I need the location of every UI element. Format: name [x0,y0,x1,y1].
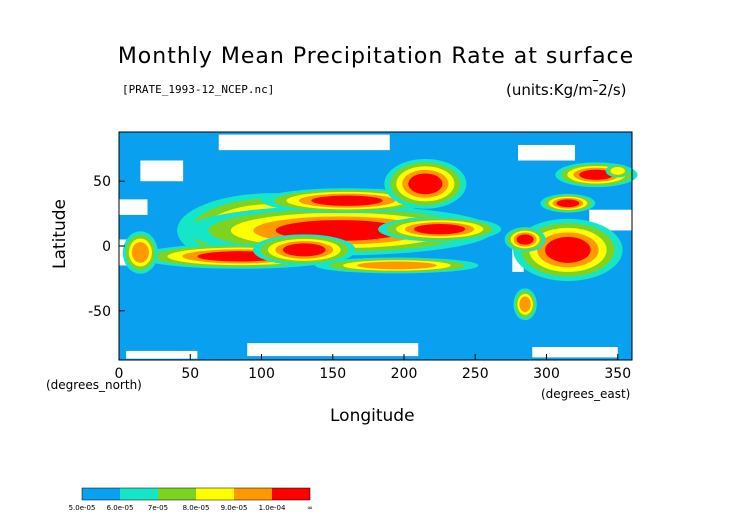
units-label: (units:Kg/m-2/s) [506,81,627,99]
precip-region [519,296,531,313]
colorbar-swatch [82,488,120,500]
y-unit-label: (degrees_north) [46,378,142,392]
x-axis: 0 50 100 150 200 250 300 350 [115,354,631,382]
x-unit-label: (degrees_east) [541,387,631,401]
colorbar-label: 9.0e-05 [221,504,248,512]
y-axis-label: Latitude [50,199,70,269]
colorbar-swatch [272,488,310,500]
missing-data-region [140,160,184,182]
y-axis: 50 0 -50 [88,174,125,320]
x-tick-label: 200 [391,366,418,382]
precip-region [610,166,625,175]
missing-data-region [532,347,618,358]
colorbar-label: 8.0e-05 [183,504,210,512]
x-tick-label: 0 [115,366,124,382]
x-tick-label: 350 [604,366,631,382]
colorbar-frame [81,487,311,501]
colorbar-label: 1.0e-04 [259,504,286,512]
precip-region [556,199,580,208]
precip-region [356,261,437,270]
missing-data-region [126,350,198,359]
missing-data-region [119,199,148,215]
colorbar-label: 6.0e-05 [107,504,134,512]
x-tick-label: 150 [319,366,346,382]
dataset-label: [PRATE_1993-12_NCEP.nc] [122,83,275,96]
precip-region [282,243,326,257]
x-tick-label: 100 [248,366,275,382]
colorbar-label: ∞ [307,504,313,512]
colorbar-label: 7e-05 [148,504,168,512]
precip-region [579,169,614,180]
x-axis-label: Longitude [330,406,415,426]
precip-region [311,195,383,206]
colorbar-swatch [234,488,272,500]
precip-region [131,242,149,263]
map-field [119,132,638,360]
y-tick-label: 50 [93,174,111,190]
precip-region [516,234,534,245]
colorbar-swatch [196,488,234,500]
precip-region [413,223,466,235]
missing-data-region [247,343,419,357]
chart-title: Monthly Mean Precipitation Rate at surfa… [117,44,635,69]
colorbar-label: 5.0e-05 [69,504,96,512]
y-tick-label: -50 [88,304,111,320]
y-tick-label: 0 [102,239,111,255]
colorbar-swatch [120,488,158,500]
precip-region [545,236,591,263]
missing-data-region [218,134,390,151]
x-tick-label: 300 [533,366,560,382]
x-tick-label: 250 [462,366,489,382]
missing-data-region [518,144,575,161]
colorbar-swatch [158,488,196,500]
precip-region [408,173,443,195]
x-tick-label: 50 [181,366,199,382]
colorbar: 5.0e-05 6.0e-05 7e-05 8.0e-05 9.0e-05 1.0e-04… [69,487,313,512]
